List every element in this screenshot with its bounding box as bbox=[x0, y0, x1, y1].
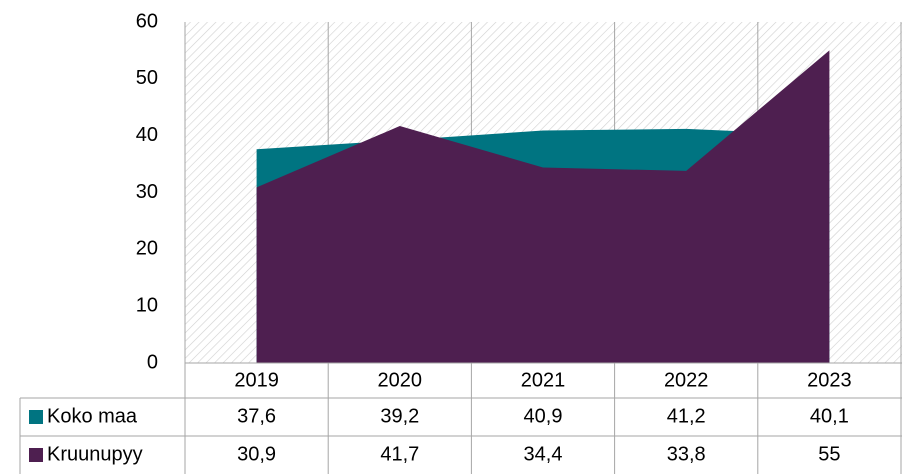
area bbox=[256, 50, 830, 364]
y-tick-label: 20 bbox=[136, 238, 158, 260]
legend-label: Koko maa bbox=[47, 405, 138, 427]
y-tick-label: 40 bbox=[136, 124, 158, 146]
value-label: 40,9 bbox=[524, 405, 563, 427]
legend-swatch bbox=[29, 448, 43, 462]
x-tick-label: 2023 bbox=[807, 369, 852, 391]
value-label: 37,6 bbox=[237, 405, 276, 427]
value-label: 34,4 bbox=[524, 443, 563, 465]
value-label: 30,9 bbox=[237, 443, 276, 465]
value-label: 41,7 bbox=[380, 443, 419, 465]
x-tick-label: 2022 bbox=[664, 369, 709, 391]
value-label: 33,8 bbox=[667, 443, 706, 465]
y-tick-label: 10 bbox=[136, 294, 158, 316]
value-label: 39,2 bbox=[380, 405, 419, 427]
y-tick-label: 50 bbox=[136, 67, 158, 89]
y-tick-label: 60 bbox=[136, 10, 158, 32]
legend-label: Kruunupyy bbox=[47, 443, 143, 465]
value-label: 40,1 bbox=[810, 405, 849, 427]
x-tick-label: 2019 bbox=[234, 369, 279, 391]
x-tick-label: 2021 bbox=[521, 369, 566, 391]
y-tick-label: 30 bbox=[136, 181, 158, 203]
x-tick-label: 2020 bbox=[378, 369, 423, 391]
value-label: 41,2 bbox=[667, 405, 706, 427]
legend-swatch bbox=[29, 410, 43, 424]
y-tick-label: 0 bbox=[147, 351, 158, 373]
value-label: 55 bbox=[818, 443, 840, 465]
